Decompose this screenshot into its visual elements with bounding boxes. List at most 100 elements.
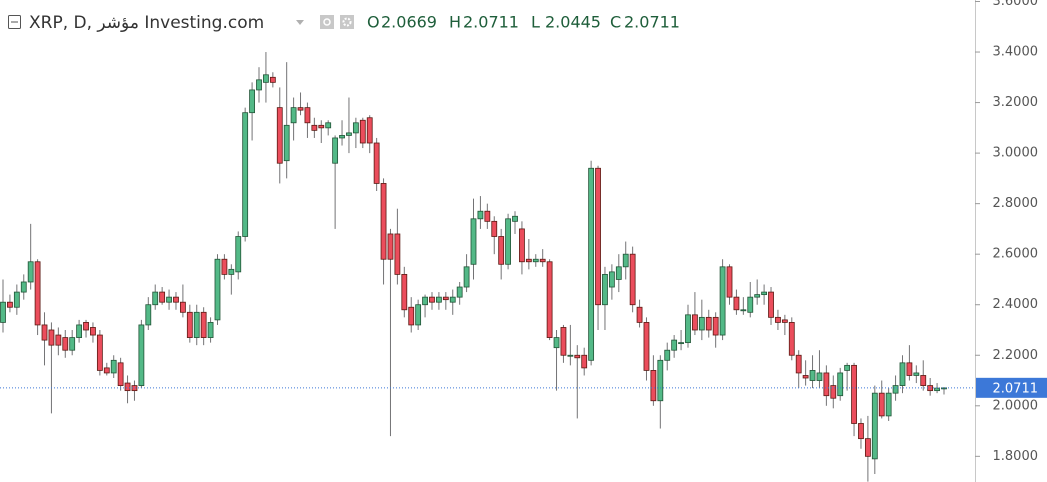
candle-body xyxy=(415,304,422,326)
candle-body xyxy=(622,253,629,268)
y-tick-label: 2.6000 xyxy=(993,247,1039,262)
candle-body xyxy=(103,367,110,374)
last-price-box xyxy=(976,377,1047,398)
candle-body xyxy=(692,314,698,331)
candle-body xyxy=(124,382,131,392)
candle-body xyxy=(816,372,823,381)
candle-body xyxy=(726,266,733,298)
candle-body xyxy=(484,210,491,222)
candle-body xyxy=(664,349,671,361)
candle-body xyxy=(892,385,899,394)
candle-body xyxy=(442,296,449,301)
chart-title: XRP, D, مؤشر Investing.com xyxy=(29,13,264,33)
candle-body xyxy=(145,304,152,326)
candle-body xyxy=(186,311,193,338)
candle-body xyxy=(449,296,456,303)
candle-body xyxy=(553,337,560,349)
candle-body xyxy=(602,273,608,306)
candle-body xyxy=(34,261,41,326)
collapse-icon[interactable] xyxy=(8,15,21,29)
candle-body xyxy=(477,210,484,220)
candle-body xyxy=(422,296,428,306)
candle-body xyxy=(512,215,518,222)
candle-body xyxy=(754,294,761,298)
settings-icon-gear xyxy=(342,17,352,27)
candle-body xyxy=(712,316,719,336)
candle-body xyxy=(781,319,788,323)
candle-body xyxy=(878,392,885,417)
candle-body xyxy=(595,167,601,306)
candle-body xyxy=(608,271,615,288)
ohlc-label: H xyxy=(449,13,461,32)
candle-body xyxy=(346,132,352,136)
candle-body xyxy=(269,76,276,83)
candle-body xyxy=(359,119,366,144)
candle-body xyxy=(214,258,221,321)
candle-body xyxy=(470,218,477,265)
candle-body xyxy=(290,107,297,124)
candle-body xyxy=(41,324,48,341)
eye-icon-pupil xyxy=(323,18,331,26)
candle-body xyxy=(152,291,159,306)
candle-body xyxy=(325,122,332,129)
candle-body xyxy=(228,268,235,275)
y-tick-label: 2.4000 xyxy=(993,297,1039,312)
candle-body xyxy=(207,322,214,338)
candle-body xyxy=(858,423,864,440)
candle-body xyxy=(650,370,657,402)
candle-body xyxy=(844,364,851,371)
candle-body xyxy=(934,387,940,392)
candle-body xyxy=(318,124,325,129)
candle-body xyxy=(131,385,138,392)
candle-body xyxy=(809,370,816,381)
candle-body xyxy=(20,281,27,293)
y-tick-label: 1.8000 xyxy=(993,449,1039,464)
candle-body xyxy=(179,301,186,313)
candle-body xyxy=(235,236,242,273)
candle-body xyxy=(283,124,290,162)
candle-body xyxy=(574,354,581,359)
candle-body xyxy=(906,362,913,376)
candle-body xyxy=(657,359,664,402)
candle-body xyxy=(387,233,394,260)
candle-body xyxy=(941,387,947,390)
price-axis: 1.8000 2.0000 2.2000 2.4000 2.6000 2.8000 3.00… xyxy=(975,0,1047,464)
ohlc-value: 2.0711 xyxy=(624,13,680,32)
candle-body xyxy=(768,291,774,318)
candle-body xyxy=(546,261,553,338)
settings-icon[interactable] xyxy=(340,15,354,29)
eye-icon[interactable] xyxy=(320,15,334,29)
dropdown-arrow[interactable] xyxy=(296,20,304,25)
candle-body xyxy=(76,324,83,338)
candle-body xyxy=(567,354,574,357)
candle-body xyxy=(373,142,380,184)
candle-body xyxy=(740,309,747,312)
candle-body xyxy=(629,253,636,306)
candle-body xyxy=(830,385,837,399)
candle-body xyxy=(62,337,69,351)
candle-body xyxy=(463,266,470,288)
candle-body xyxy=(436,296,442,303)
candle-body xyxy=(636,306,643,323)
candle-body xyxy=(851,364,857,424)
candle-body xyxy=(48,329,55,346)
candle-body xyxy=(55,334,62,346)
candle-body xyxy=(698,316,705,331)
candle-body xyxy=(297,107,304,111)
candle-body xyxy=(643,322,650,371)
candle-body xyxy=(678,342,684,345)
candle-body xyxy=(899,362,906,386)
candle-body xyxy=(705,316,712,331)
candle-body xyxy=(69,337,76,351)
last-price-label: 2.0711 xyxy=(993,381,1039,396)
candle-body xyxy=(13,291,20,308)
candle-body xyxy=(193,311,200,338)
candle-body xyxy=(339,135,345,139)
candle-body xyxy=(256,79,262,91)
plot-area xyxy=(0,52,975,482)
candle-body xyxy=(581,354,588,369)
candle-body xyxy=(166,296,172,303)
candle-body xyxy=(671,339,678,351)
candle-body xyxy=(802,375,809,379)
